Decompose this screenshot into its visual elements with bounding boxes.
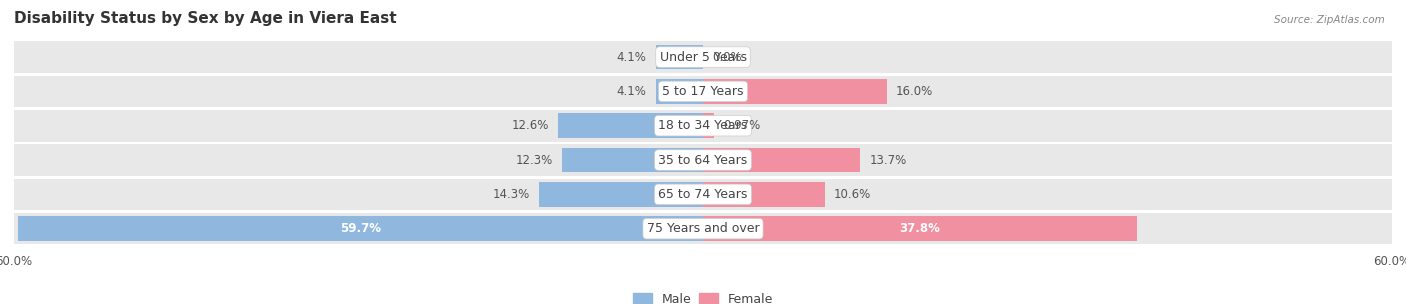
Bar <box>657 79 703 104</box>
Bar <box>703 113 714 138</box>
Legend: Male, Female: Male, Female <box>628 288 778 304</box>
Bar <box>558 113 703 138</box>
Bar <box>657 45 703 69</box>
Text: 75 Years and over: 75 Years and over <box>647 222 759 235</box>
Text: 0.0%: 0.0% <box>713 50 742 64</box>
Bar <box>703 148 860 172</box>
Bar <box>703 79 887 104</box>
Bar <box>562 148 703 172</box>
Text: 59.7%: 59.7% <box>340 222 381 235</box>
Bar <box>17 216 703 241</box>
Text: 0.97%: 0.97% <box>723 119 761 132</box>
Text: 4.1%: 4.1% <box>617 85 647 98</box>
Text: 14.3%: 14.3% <box>492 188 530 201</box>
Text: Source: ZipAtlas.com: Source: ZipAtlas.com <box>1274 15 1385 25</box>
Text: 13.7%: 13.7% <box>869 154 907 167</box>
Bar <box>14 213 1392 244</box>
Text: 18 to 34 Years: 18 to 34 Years <box>658 119 748 132</box>
Text: 35 to 64 Years: 35 to 64 Years <box>658 154 748 167</box>
Bar <box>14 76 1392 107</box>
Bar <box>14 41 1392 73</box>
Bar <box>14 144 1392 176</box>
Text: 65 to 74 Years: 65 to 74 Years <box>658 188 748 201</box>
Bar <box>14 178 1392 210</box>
Bar <box>14 110 1392 141</box>
Bar <box>703 182 825 207</box>
Text: 12.6%: 12.6% <box>512 119 550 132</box>
Text: 4.1%: 4.1% <box>617 50 647 64</box>
Text: 10.6%: 10.6% <box>834 188 872 201</box>
Bar <box>703 216 1137 241</box>
Bar <box>538 182 703 207</box>
Text: 37.8%: 37.8% <box>900 222 941 235</box>
Text: Under 5 Years: Under 5 Years <box>659 50 747 64</box>
Text: 12.3%: 12.3% <box>516 154 553 167</box>
Text: 16.0%: 16.0% <box>896 85 934 98</box>
Text: Disability Status by Sex by Age in Viera East: Disability Status by Sex by Age in Viera… <box>14 11 396 26</box>
Text: 5 to 17 Years: 5 to 17 Years <box>662 85 744 98</box>
